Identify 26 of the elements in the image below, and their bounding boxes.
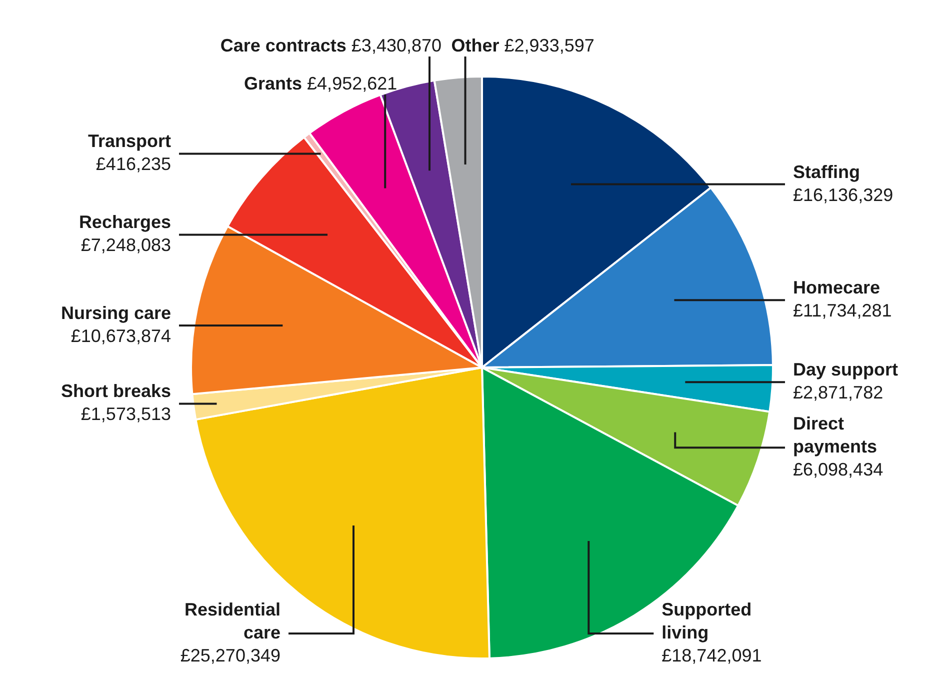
slice-label: Other — [451, 35, 504, 56]
slice-label: Short breaks — [60, 381, 171, 402]
slice-label: Recharges — [78, 212, 171, 232]
data-label: £2,871,782 — [793, 382, 884, 403]
data-label: £16,136,329 — [793, 184, 894, 205]
slice-label: Nursing care — [60, 302, 171, 323]
data-label: £4,952,621 — [307, 73, 398, 94]
slice-label: Grants — [244, 73, 308, 94]
slice-label: Residential care — [184, 599, 280, 642]
slice-label: Homecare — [793, 278, 880, 298]
data-label: £1,573,513 — [80, 404, 171, 424]
data-label: £3,430,870 — [351, 35, 442, 56]
data-label: £25,270,349 — [180, 645, 280, 666]
slice-label: Care contracts — [220, 35, 352, 56]
slice-label: Supported living — [662, 599, 752, 642]
slice-label: Direct payments — [793, 414, 878, 457]
data-label: £416,235 — [96, 154, 171, 174]
data-label: £7,248,083 — [80, 235, 171, 256]
data-label: £18,742,091 — [662, 645, 762, 666]
slice-label: Transport — [88, 131, 172, 152]
data-label: £10,673,874 — [70, 326, 171, 346]
data-label: £2,933,597 — [504, 35, 594, 56]
slice-label: Staffing — [793, 162, 860, 182]
slice-label: Day support — [793, 360, 898, 380]
data-label: £6,098,434 — [793, 460, 884, 480]
data-label: £11,734,281 — [793, 300, 892, 321]
